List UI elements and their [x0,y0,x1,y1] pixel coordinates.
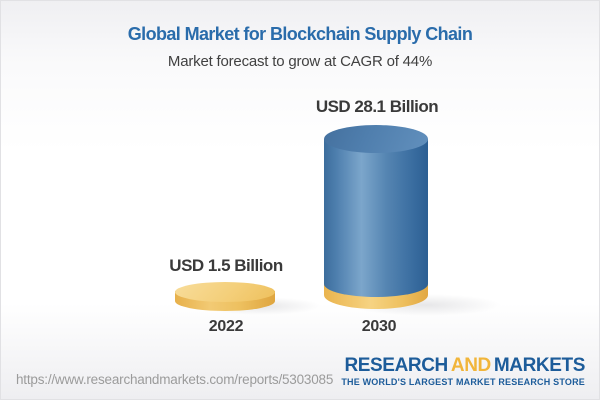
chart-subtitle: Market forecast to grow at CAGR of 44% [167,53,433,70]
bar-2022-top-ellipse [175,282,275,302]
report-url: https://www.researchandmarkets.com/repor… [16,372,334,387]
chart-title: Global Market for Blockchain Supply Chai… [127,24,473,44]
bar-2022-disc [175,282,275,311]
logo-word-research: RESEARCH [344,355,448,376]
logo-word-and: AND [450,355,491,376]
value-label-2022: USD 1.5 Billion [169,256,283,275]
bar-2030-blue-body [324,139,428,297]
category-label-2030: 2030 [361,318,397,335]
logo-word-markets: MARKETS [493,355,586,376]
researchandmarkets-logo: RESEARCH AND MARKETS THE WORLD'S LARGEST M… [341,355,585,387]
bar-2030-cylinder [324,125,428,309]
category-label-2022: 2022 [208,318,244,335]
value-label-2030: USD 28.1 Billion [315,97,439,116]
logo-wordmark: RESEARCH AND MARKETS [341,355,585,376]
bar-2030-top-ellipse [324,125,428,153]
logo-tagline: THE WORLD'S LARGEST MARKET RESEARCH STOR… [341,377,585,387]
